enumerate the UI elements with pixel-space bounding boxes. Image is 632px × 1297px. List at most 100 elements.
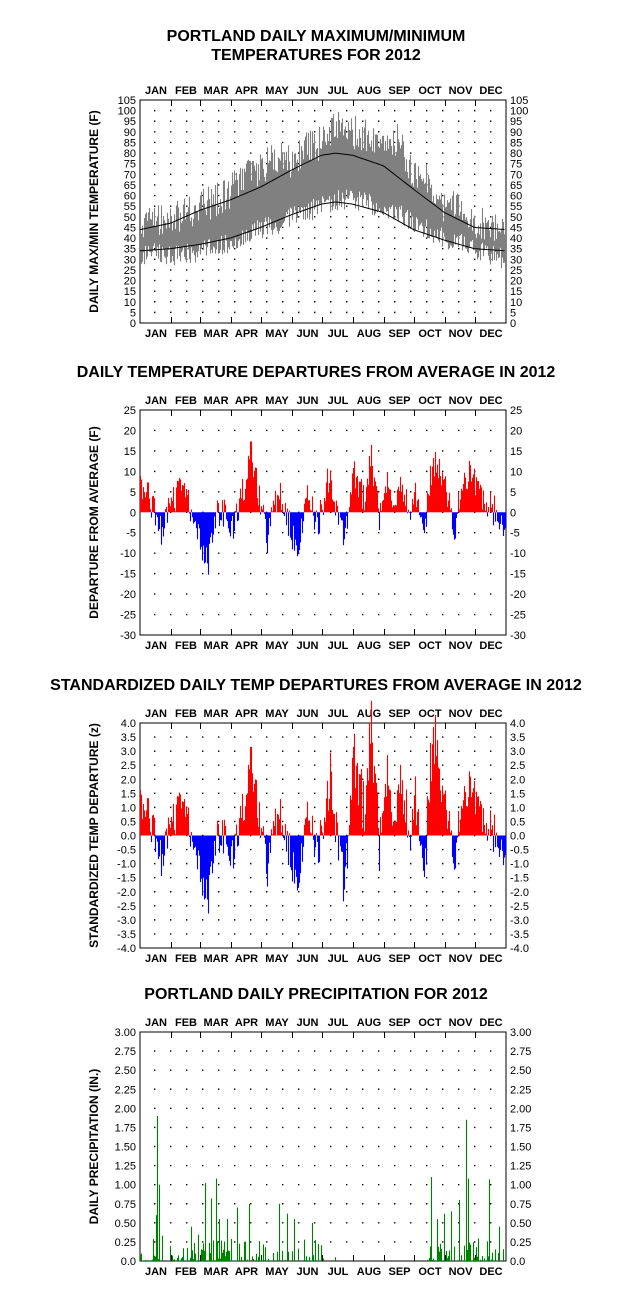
month-label-bottom: JUL (328, 953, 349, 965)
y-tick-label-right: -3.5 (510, 929, 529, 941)
month-label-bottom: FEB (175, 953, 197, 965)
y-tick-label-right: 3.5 (510, 732, 525, 744)
y-tick-label-left: -30 (120, 630, 136, 642)
month-label-top: NOV (449, 1017, 474, 1029)
precip-chart: JAN JAN FEB FEB MAR MAR APR APR MAY MAY JUN JUN JUL J… (87, 1017, 531, 1278)
y-tick-label-left: 95 (124, 116, 136, 128)
y-tick-label-left: 0.0 (121, 831, 136, 843)
month-label-bottom: APR (235, 1266, 258, 1278)
month-label-top: MAY (265, 395, 289, 407)
month-label-bottom: AUG (357, 953, 381, 965)
y-tick-label-right: 75 (510, 159, 522, 171)
month-label-bottom: DEC (479, 1266, 502, 1278)
month-label-bottom: SEP (388, 1266, 410, 1278)
y-tick-label-right: 80 (510, 148, 522, 160)
y-tick-label-right: 0.5 (510, 816, 525, 828)
y-tick-label-left: 15 (124, 286, 136, 298)
y-tick-label-left: 35 (124, 244, 136, 256)
y-tick-label-right: 10 (510, 466, 522, 478)
y-tick-label-left: 55 (124, 201, 136, 213)
y-tick-label-right: 5 (510, 487, 516, 499)
month-label-bottom: JAN (145, 1266, 167, 1278)
month-label-top: MAY (265, 708, 289, 720)
y-tick-label-left: -3.5 (117, 929, 136, 941)
y-tick-label-left: 100 (118, 106, 136, 118)
y-tick-label-left: 0 (130, 507, 136, 519)
y-tick-label-left: 1.5 (121, 788, 136, 800)
month-label-top: DEC (479, 85, 502, 97)
y-tick-label-left: 15 (124, 446, 136, 458)
y-tick-label-left: 2.25 (115, 1084, 136, 1096)
month-label-top: NOV (449, 395, 474, 407)
y-tick-label-left: 2.50 (115, 1065, 136, 1077)
y-tick-label-right: 2.75 (510, 1046, 531, 1058)
month-label-bottom: NOV (449, 328, 474, 340)
month-label-bottom: SEP (388, 640, 410, 652)
y-tick-label-left: 1.50 (115, 1142, 136, 1154)
y-tick-label-left: 0.0 (121, 1256, 136, 1268)
month-label-top: SEP (388, 1017, 410, 1029)
y-tick-label-right: 0 (510, 507, 516, 519)
month-label-bottom: DEC (479, 953, 502, 965)
y-tick-label-right: 65 (510, 180, 522, 192)
y-tick-label-left: 45 (124, 222, 136, 234)
month-label-bottom: MAR (203, 953, 228, 965)
y-tick-label-left: -20 (120, 589, 136, 601)
month-label-top: APR (235, 395, 258, 407)
month-label-top: JAN (145, 1017, 167, 1029)
y-axis-label: DEPARTURE FROM AVERAGE (F) (87, 426, 101, 618)
y-tick-label-right: 2.0 (510, 774, 525, 786)
y-tick-label-left: -2.0 (117, 887, 136, 899)
y-tick-label-right: 1.00 (510, 1180, 531, 1192)
y-tick-label-right: -2.0 (510, 887, 529, 899)
month-label-bottom: JUN (296, 640, 318, 652)
y-tick-label-right: -1.5 (510, 873, 529, 885)
y-tick-label-right: 1.0 (510, 802, 525, 814)
y-tick-label-left: -4.0 (117, 943, 136, 955)
y-tick-label-left: 1.25 (115, 1161, 136, 1173)
y-tick-label-right: 70 (510, 169, 522, 181)
normal-high-line (140, 152, 505, 231)
y-tick-label-left: 5 (130, 487, 136, 499)
y-tick-label-left: 105 (118, 95, 136, 107)
month-label-top: MAR (203, 708, 228, 720)
month-label-top: SEP (388, 85, 410, 97)
normal-low-line (140, 201, 505, 252)
y-tick-label-right: 0.75 (510, 1199, 531, 1211)
month-label-bottom: AUG (357, 328, 381, 340)
y-tick-label-left: 90 (124, 127, 136, 139)
month-label-top: AUG (357, 1017, 381, 1029)
y-tick-label-right: 1.50 (510, 1142, 531, 1154)
month-label-top: APR (235, 85, 258, 97)
y-tick-label-left: 4.0 (121, 718, 136, 730)
month-label-top: JUL (328, 1017, 349, 1029)
month-label-bottom: JUN (296, 1266, 318, 1278)
y-tick-label-right: 5 (510, 307, 516, 319)
y-tick-label-left: 0.5 (121, 816, 136, 828)
y-tick-label-right: 90 (510, 127, 522, 139)
month-label-top: MAR (203, 395, 228, 407)
month-label-bottom: APR (235, 640, 258, 652)
month-label-top: OCT (418, 1017, 442, 1029)
y-tick-label-left: -0.5 (117, 845, 136, 857)
month-label-top: JUL (328, 85, 349, 97)
y-tick-label-right: 95 (510, 116, 522, 128)
month-label-top: AUG (357, 85, 381, 97)
y-tick-label-left: 2.0 (121, 774, 136, 786)
y-tick-label-right: 40 (510, 233, 522, 245)
standardized-chart: JAN JAN FEB FEB MAR MAR APR APR MAY MAY JUN JUN JUL J… (87, 700, 529, 965)
y-tick-label-right: 2.25 (510, 1084, 531, 1096)
month-label-bottom: MAR (203, 640, 228, 652)
temps-title-line1: PORTLAND DAILY MAXIMUM/MINIMUM (166, 28, 466, 45)
y-axis-label: DAILY PRECIPITATION (IN.) (87, 1069, 101, 1225)
y-tick-label-left: 80 (124, 148, 136, 160)
month-label-top: DEC (479, 1017, 502, 1029)
temps-chart: JAN JAN FEB FEB MAR MAR APR APR MAY MAY JUN JUN JUL J… (87, 85, 528, 340)
y-tick-label-left: -1.5 (117, 873, 136, 885)
y-tick-label-left: -2.5 (117, 901, 136, 913)
y-tick-label-left: 25 (124, 265, 136, 277)
y-tick-label-right: 20 (510, 276, 522, 288)
month-label-top: FEB (175, 85, 197, 97)
month-label-bottom: OCT (418, 1266, 442, 1278)
month-label-bottom: FEB (175, 328, 197, 340)
